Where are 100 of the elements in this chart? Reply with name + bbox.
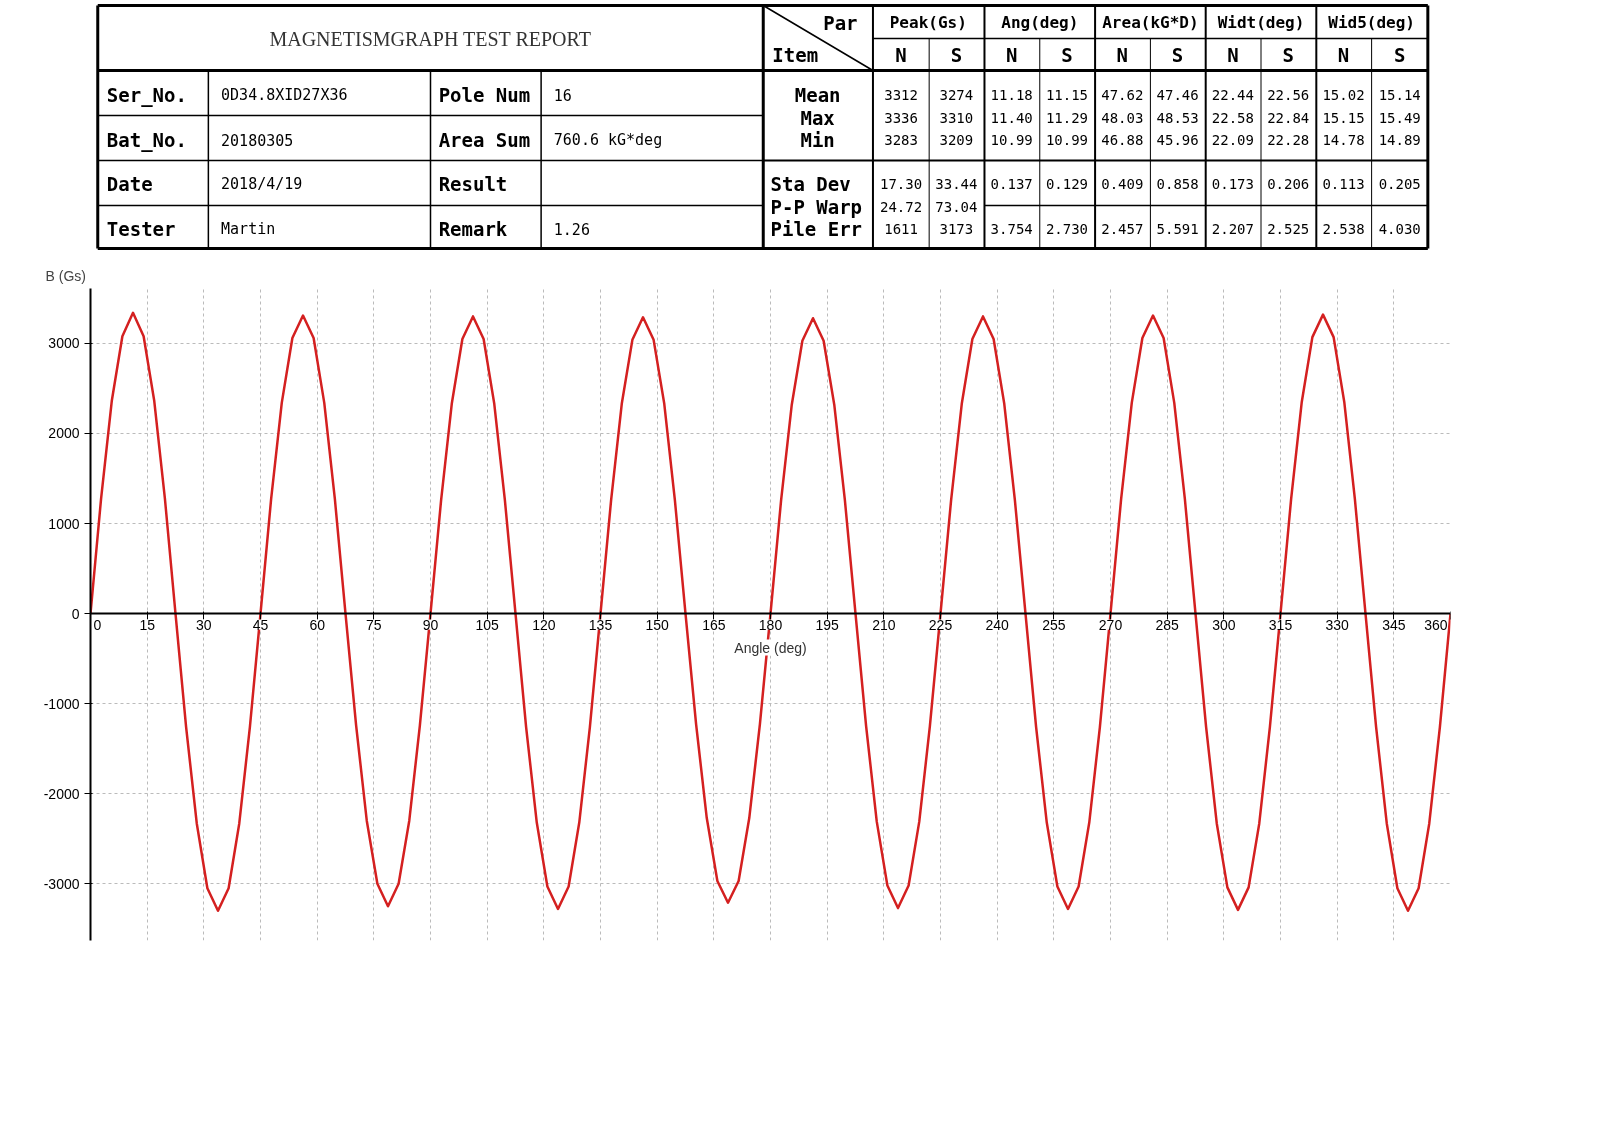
text: 2.457 bbox=[1101, 220, 1144, 237]
x-tick-label: 300 bbox=[1212, 616, 1236, 633]
text: Item bbox=[772, 43, 819, 66]
text: Pile Err bbox=[770, 217, 863, 240]
text: 11.18 bbox=[990, 86, 1033, 103]
y-axis-title: B (Gs) bbox=[45, 267, 86, 284]
text: 0.129 bbox=[1045, 175, 1089, 192]
text: 11.29 bbox=[1045, 109, 1089, 126]
text: 10.99 bbox=[1045, 131, 1089, 148]
x-tick-label: 165 bbox=[702, 616, 726, 633]
text: Widt(deg) bbox=[1217, 13, 1305, 32]
text: N bbox=[1227, 43, 1239, 66]
text: Result bbox=[438, 172, 508, 195]
text: S bbox=[950, 43, 963, 66]
text: 17.30 bbox=[879, 175, 923, 192]
text: Mean bbox=[794, 83, 841, 106]
x-tick-label: 330 bbox=[1325, 616, 1350, 633]
y-tick-label: -2000 bbox=[43, 785, 80, 802]
x-tick-label: 315 bbox=[1268, 616, 1293, 633]
text: 0.858 bbox=[1156, 175, 1199, 192]
text: 48.53 bbox=[1156, 109, 1199, 126]
text: 2.730 bbox=[1045, 220, 1089, 237]
text: 47.46 bbox=[1156, 86, 1199, 103]
text: Bat_No. bbox=[106, 128, 187, 152]
text: S bbox=[1171, 43, 1184, 66]
y-tick-label: -1000 bbox=[43, 695, 80, 712]
text: Peak(Gs) bbox=[889, 13, 967, 32]
y-tick-label: -3000 bbox=[43, 875, 80, 892]
text: 3.754 bbox=[990, 220, 1033, 237]
text: 3209 bbox=[939, 131, 974, 148]
text: 22.56 bbox=[1267, 86, 1310, 103]
y-tick-label: 1000 bbox=[48, 515, 80, 532]
text: 73.04 bbox=[935, 198, 978, 215]
text: Pole Num bbox=[438, 83, 531, 106]
text: 0.113 bbox=[1322, 175, 1365, 192]
text: S bbox=[1282, 43, 1294, 66]
text: N bbox=[1116, 43, 1129, 66]
text: Max bbox=[800, 106, 835, 129]
x-tick-label: 345 bbox=[1382, 616, 1406, 633]
text: Min bbox=[800, 128, 835, 151]
text: 4.030 bbox=[1378, 220, 1421, 237]
text: N bbox=[1005, 43, 1018, 66]
text: 0.409 bbox=[1101, 175, 1144, 192]
x-tick-label: 15 bbox=[139, 616, 156, 633]
text: Martin bbox=[221, 219, 276, 238]
text: 14.89 bbox=[1378, 131, 1421, 148]
text: S bbox=[1061, 43, 1073, 66]
text: 15.49 bbox=[1378, 109, 1421, 126]
text: N bbox=[895, 43, 907, 66]
text: 15.14 bbox=[1378, 86, 1421, 103]
x-tick-label: 105 bbox=[475, 616, 500, 633]
text: 3274 bbox=[939, 86, 974, 103]
text: 3336 bbox=[884, 109, 918, 126]
text: 46.88 bbox=[1101, 131, 1144, 148]
text: 10.99 bbox=[990, 131, 1033, 148]
text: 0.206 bbox=[1267, 175, 1310, 192]
text: MAGNETISMGRAPH TEST REPORT bbox=[269, 27, 591, 50]
text: 0.137 bbox=[990, 175, 1033, 192]
text: 3173 bbox=[939, 220, 974, 237]
text: 22.84 bbox=[1267, 109, 1310, 126]
text: 2018/4/19 bbox=[221, 174, 303, 193]
text: N bbox=[1337, 43, 1350, 66]
x-tick-label: 285 bbox=[1155, 616, 1180, 633]
text: 45.96 bbox=[1156, 131, 1199, 148]
y-tick-label: 0 bbox=[71, 605, 80, 622]
text: 1.26 bbox=[553, 220, 590, 239]
x-tick-label: 75 bbox=[366, 616, 382, 633]
text: 3310 bbox=[939, 109, 974, 126]
text: 22.09 bbox=[1211, 131, 1254, 148]
x-tick-label: 30 bbox=[196, 616, 212, 633]
text: 0.173 bbox=[1211, 175, 1254, 192]
x-tick-label: 210 bbox=[872, 616, 896, 633]
text: 20180305 bbox=[221, 131, 294, 150]
x-tick-label: 45 bbox=[252, 616, 269, 633]
text: 760.6 kG*deg bbox=[553, 130, 663, 149]
text: 33.44 bbox=[935, 175, 978, 192]
text: Ang(deg) bbox=[1001, 13, 1079, 32]
text: 15.15 bbox=[1322, 109, 1365, 126]
x-tick-label: 255 bbox=[1042, 616, 1066, 633]
text: 22.44 bbox=[1211, 86, 1254, 103]
text: 47.62 bbox=[1101, 86, 1144, 103]
x-tick-label: 0 bbox=[93, 616, 102, 633]
x-tick-label: 240 bbox=[985, 616, 1010, 633]
x-tick-label: 270 bbox=[1098, 616, 1123, 633]
text: 22.28 bbox=[1267, 131, 1310, 148]
text: P-P Warp bbox=[770, 195, 863, 218]
text: 3312 bbox=[884, 86, 918, 103]
x-tick-label: 225 bbox=[928, 616, 953, 633]
text: 5.591 bbox=[1156, 220, 1199, 237]
x-tick-label: 135 bbox=[588, 616, 613, 633]
y-tick-label: 2000 bbox=[48, 425, 80, 442]
text: 11.15 bbox=[1045, 86, 1089, 103]
x-tick-label: 150 bbox=[645, 616, 670, 633]
text: Area Sum bbox=[438, 128, 531, 151]
text: 0D34.8XID27X36 bbox=[221, 85, 348, 104]
text: Remark bbox=[438, 217, 508, 240]
text: 0.205 bbox=[1378, 175, 1421, 192]
text: 3283 bbox=[884, 131, 918, 148]
text: 2.525 bbox=[1267, 220, 1310, 237]
x-tick-label: 90 bbox=[422, 616, 439, 633]
